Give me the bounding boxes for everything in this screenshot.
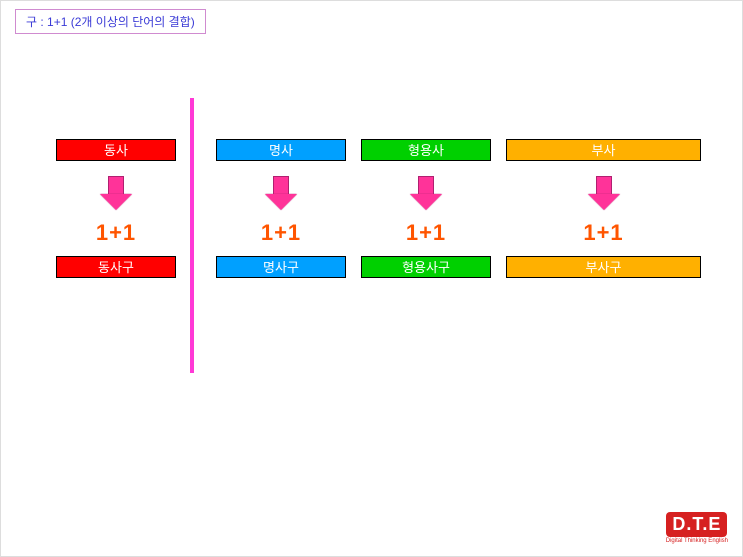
- column-0: 동사 1+1 동사구: [56, 139, 176, 278]
- down-arrow-icon: [102, 176, 130, 212]
- top-box: 명사: [216, 139, 346, 161]
- title-text: 구 : 1+1 (2개 이상의 단어의 결합): [26, 15, 195, 29]
- top-box: 형용사: [361, 139, 491, 161]
- bottom-box: 명사구: [216, 256, 346, 278]
- bottom-box: 부사구: [506, 256, 701, 278]
- column-2: 형용사 1+1 형용사구: [361, 139, 491, 278]
- down-arrow-icon: [590, 176, 618, 212]
- logo: D.T.E Digital Thinking English: [666, 512, 728, 544]
- vertical-divider: [190, 98, 194, 373]
- down-arrow-icon: [267, 176, 295, 212]
- formula-text: 1+1: [261, 220, 301, 246]
- top-box: 동사: [56, 139, 176, 161]
- formula-text: 1+1: [96, 220, 136, 246]
- formula-text: 1+1: [583, 220, 623, 246]
- bottom-box: 동사구: [56, 256, 176, 278]
- column-1: 명사 1+1 명사구: [216, 139, 346, 278]
- bottom-box: 형용사구: [361, 256, 491, 278]
- logo-main: D.T.E: [666, 512, 727, 537]
- logo-sub: Digital Thinking English: [666, 538, 728, 544]
- down-arrow-icon: [412, 176, 440, 212]
- formula-text: 1+1: [406, 220, 446, 246]
- column-3: 부사 1+1 부사구: [506, 139, 701, 278]
- title-box: 구 : 1+1 (2개 이상의 단어의 결합): [15, 9, 206, 34]
- top-box: 부사: [506, 139, 701, 161]
